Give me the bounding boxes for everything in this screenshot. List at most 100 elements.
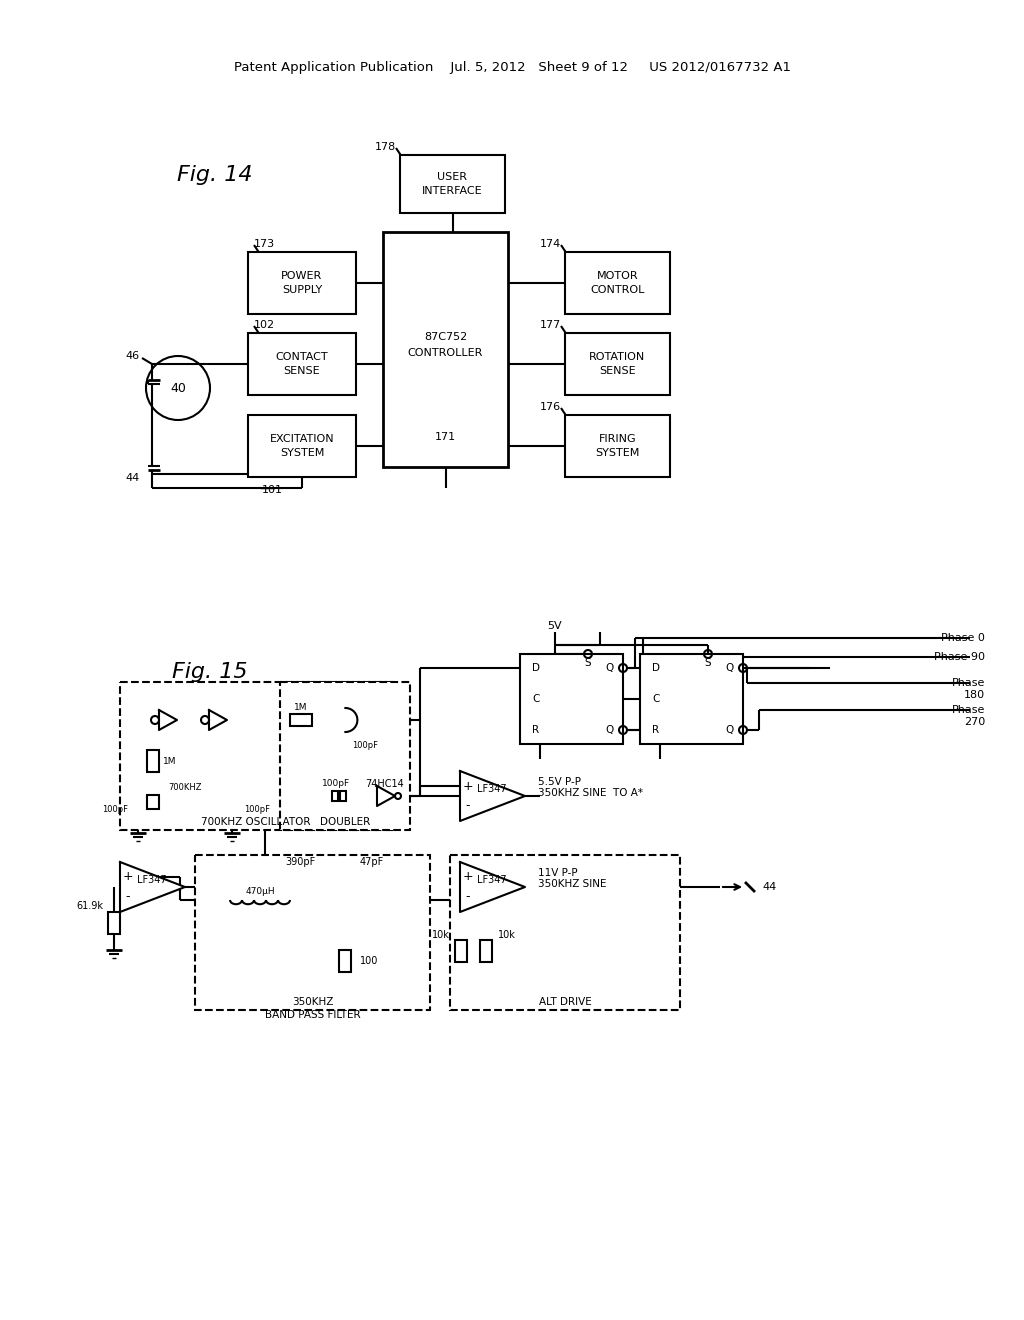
Text: -: -	[126, 891, 130, 903]
Text: Q: Q	[605, 725, 613, 735]
Text: S: S	[705, 657, 712, 668]
Text: 177: 177	[540, 319, 561, 330]
Text: -: -	[466, 800, 470, 813]
Bar	[640, 653, 743, 744]
Text: 10k: 10k	[432, 931, 450, 940]
Text: CONTACT: CONTACT	[275, 352, 329, 362]
Polygon shape	[460, 771, 525, 821]
Text: C: C	[652, 694, 659, 704]
Text: 61.9k: 61.9k	[76, 902, 103, 911]
Text: ROTATION: ROTATION	[590, 352, 645, 362]
Text: +: +	[123, 870, 133, 883]
Text: DOUBLER: DOUBLER	[319, 817, 370, 828]
Text: 74HC14: 74HC14	[365, 779, 403, 789]
Text: Phase 0: Phase 0	[941, 634, 985, 643]
Bar	[147, 795, 159, 809]
Text: FIRING: FIRING	[599, 434, 636, 444]
Text: 40: 40	[170, 381, 186, 395]
Bar	[108, 912, 120, 935]
Bar	[120, 682, 392, 830]
Text: R: R	[652, 725, 659, 735]
Text: SENSE: SENSE	[284, 366, 321, 376]
Bar	[280, 682, 410, 830]
Text: SYSTEM: SYSTEM	[280, 447, 325, 458]
Text: EXCITATION: EXCITATION	[269, 434, 334, 444]
Text: 5V: 5V	[548, 620, 562, 631]
Text: CONTROLLER: CONTROLLER	[408, 348, 483, 359]
Text: Phase 90: Phase 90	[934, 652, 985, 663]
Bar	[455, 940, 467, 962]
Text: S: S	[585, 657, 591, 668]
Text: 176: 176	[540, 403, 561, 412]
Text: CONTROL: CONTROL	[590, 285, 645, 294]
Text: C: C	[532, 694, 540, 704]
Text: 350KHZ SINE  TO A*: 350KHZ SINE TO A*	[538, 788, 643, 799]
Text: 87C752: 87C752	[424, 333, 467, 342]
Text: 1M: 1M	[163, 756, 176, 766]
Text: 350KHZ SINE: 350KHZ SINE	[538, 879, 606, 888]
Text: 10k: 10k	[498, 931, 516, 940]
Polygon shape	[209, 710, 227, 730]
Text: 174: 174	[540, 239, 561, 249]
Text: D: D	[532, 663, 540, 673]
Text: 171: 171	[435, 432, 456, 442]
Text: Q: Q	[605, 663, 613, 673]
Bar	[290, 714, 312, 726]
Text: SYSTEM: SYSTEM	[595, 447, 640, 458]
Text: 178: 178	[375, 143, 396, 152]
Bar	[565, 414, 670, 477]
Text: 11V P-P: 11V P-P	[538, 869, 578, 878]
Text: LF347: LF347	[477, 784, 507, 795]
Text: 470μH: 470μH	[245, 887, 274, 896]
Bar	[147, 750, 159, 772]
Text: 101: 101	[262, 484, 283, 495]
Bar	[332, 791, 338, 801]
Text: INTERFACE: INTERFACE	[422, 186, 482, 195]
Bar	[450, 855, 680, 1010]
Text: Patent Application Publication    Jul. 5, 2012   Sheet 9 of 12     US 2012/01677: Patent Application Publication Jul. 5, 2…	[233, 62, 791, 74]
Text: 46: 46	[126, 351, 140, 360]
Bar	[480, 940, 492, 962]
Text: 1M: 1M	[294, 702, 308, 711]
Bar	[339, 950, 351, 972]
Bar	[400, 154, 505, 213]
Text: 350KHZ: 350KHZ	[292, 997, 333, 1007]
Polygon shape	[159, 710, 177, 730]
Text: Fig. 15: Fig. 15	[172, 663, 248, 682]
Text: 700KHZ OSCILLATOR: 700KHZ OSCILLATOR	[202, 817, 310, 828]
Text: 100pF: 100pF	[352, 741, 378, 750]
Polygon shape	[377, 785, 395, 807]
Text: 700KHZ: 700KHZ	[168, 783, 202, 792]
Text: 47pF: 47pF	[360, 857, 384, 867]
Bar	[565, 252, 670, 314]
Bar	[195, 855, 430, 1010]
Bar	[520, 653, 623, 744]
Text: BAND PASS FILTER: BAND PASS FILTER	[264, 1010, 360, 1020]
Polygon shape	[460, 862, 525, 912]
Bar	[248, 414, 356, 477]
Text: Q: Q	[725, 725, 733, 735]
Text: Phase: Phase	[951, 678, 985, 688]
Bar	[340, 791, 346, 801]
Text: 100pF: 100pF	[102, 805, 128, 814]
Bar	[248, 252, 356, 314]
Text: 5.5V P-P: 5.5V P-P	[538, 777, 581, 787]
Bar	[565, 333, 670, 395]
Text: +: +	[463, 780, 473, 792]
Text: ALT DRIVE: ALT DRIVE	[539, 997, 592, 1007]
Polygon shape	[120, 862, 185, 912]
Text: USER: USER	[437, 172, 468, 182]
Text: R: R	[532, 725, 539, 735]
Text: Phase: Phase	[951, 705, 985, 715]
Text: SUPPLY: SUPPLY	[282, 285, 323, 294]
Text: 180: 180	[964, 690, 985, 700]
Text: 270: 270	[964, 717, 985, 727]
Bar	[248, 333, 356, 395]
Bar	[383, 232, 508, 467]
Text: -: -	[466, 891, 470, 903]
Text: SENSE: SENSE	[599, 366, 636, 376]
Text: LF347: LF347	[477, 875, 507, 884]
Text: 44: 44	[126, 473, 140, 483]
Text: POWER: POWER	[282, 271, 323, 281]
Text: 100pF: 100pF	[244, 805, 270, 814]
